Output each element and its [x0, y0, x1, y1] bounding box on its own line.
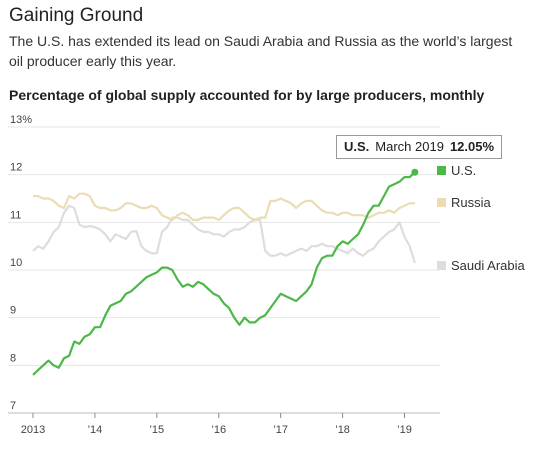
chart-subtitle: The U.S. has extended its lead on Saudi … — [9, 33, 513, 69]
legend-label-saudi-arabia: Saudi Arabia — [451, 258, 525, 273]
chart-title: Gaining Ground — [9, 5, 144, 26]
hover-tooltip: U.S. March 2019 12.05% — [336, 135, 503, 159]
tooltip-date: March 2019 — [375, 139, 444, 154]
legend-swatch-russia — [437, 198, 446, 207]
x-tick-label: ’18 — [335, 424, 350, 436]
y-axis: 7 8 9 10 11 12 13% — [10, 114, 32, 412]
y-tick-label: 7 — [10, 400, 16, 412]
x-tick-label: ’16 — [211, 424, 226, 436]
y-tick-label: 8 — [10, 352, 16, 364]
series-legend: Saudi Arabia Russia U.S. — [437, 163, 525, 273]
legend-label-russia: Russia — [451, 195, 492, 210]
y-tick-label: 11 — [10, 209, 21, 221]
y-tick-label: 9 — [10, 305, 16, 317]
series-line-u-s — [32, 171, 416, 376]
tooltip-series: U.S. — [344, 139, 370, 154]
x-tick-label: ’19 — [397, 424, 412, 436]
tooltip-value: 12.05% — [449, 139, 495, 154]
x-axis: 2013 ’14 ’15 ’16 ’17 ’18 ’19 — [21, 413, 412, 436]
legend-swatch-u-s — [437, 166, 446, 175]
series-line-saudi-arabia — [32, 204, 416, 264]
legend-swatch-saudi-arabia — [437, 261, 446, 270]
x-tick-label: ’14 — [88, 424, 103, 436]
legend-label-u-s: U.S. — [451, 163, 476, 178]
y-tick-label: 10 — [10, 257, 22, 269]
gridlines — [8, 126, 440, 414]
chart-heading: Percentage of global supply accounted fo… — [9, 87, 485, 103]
highlight-point[interactable] — [411, 168, 419, 176]
x-tick-label: 2013 — [21, 424, 45, 436]
series-lines — [32, 168, 419, 376]
x-tick-label: ’15 — [149, 424, 164, 436]
y-tick-label: 12 — [10, 162, 22, 174]
x-tick-label: ’17 — [273, 424, 288, 436]
series-line-russia — [33, 192, 415, 221]
y-tick-label: 13% — [10, 114, 32, 126]
